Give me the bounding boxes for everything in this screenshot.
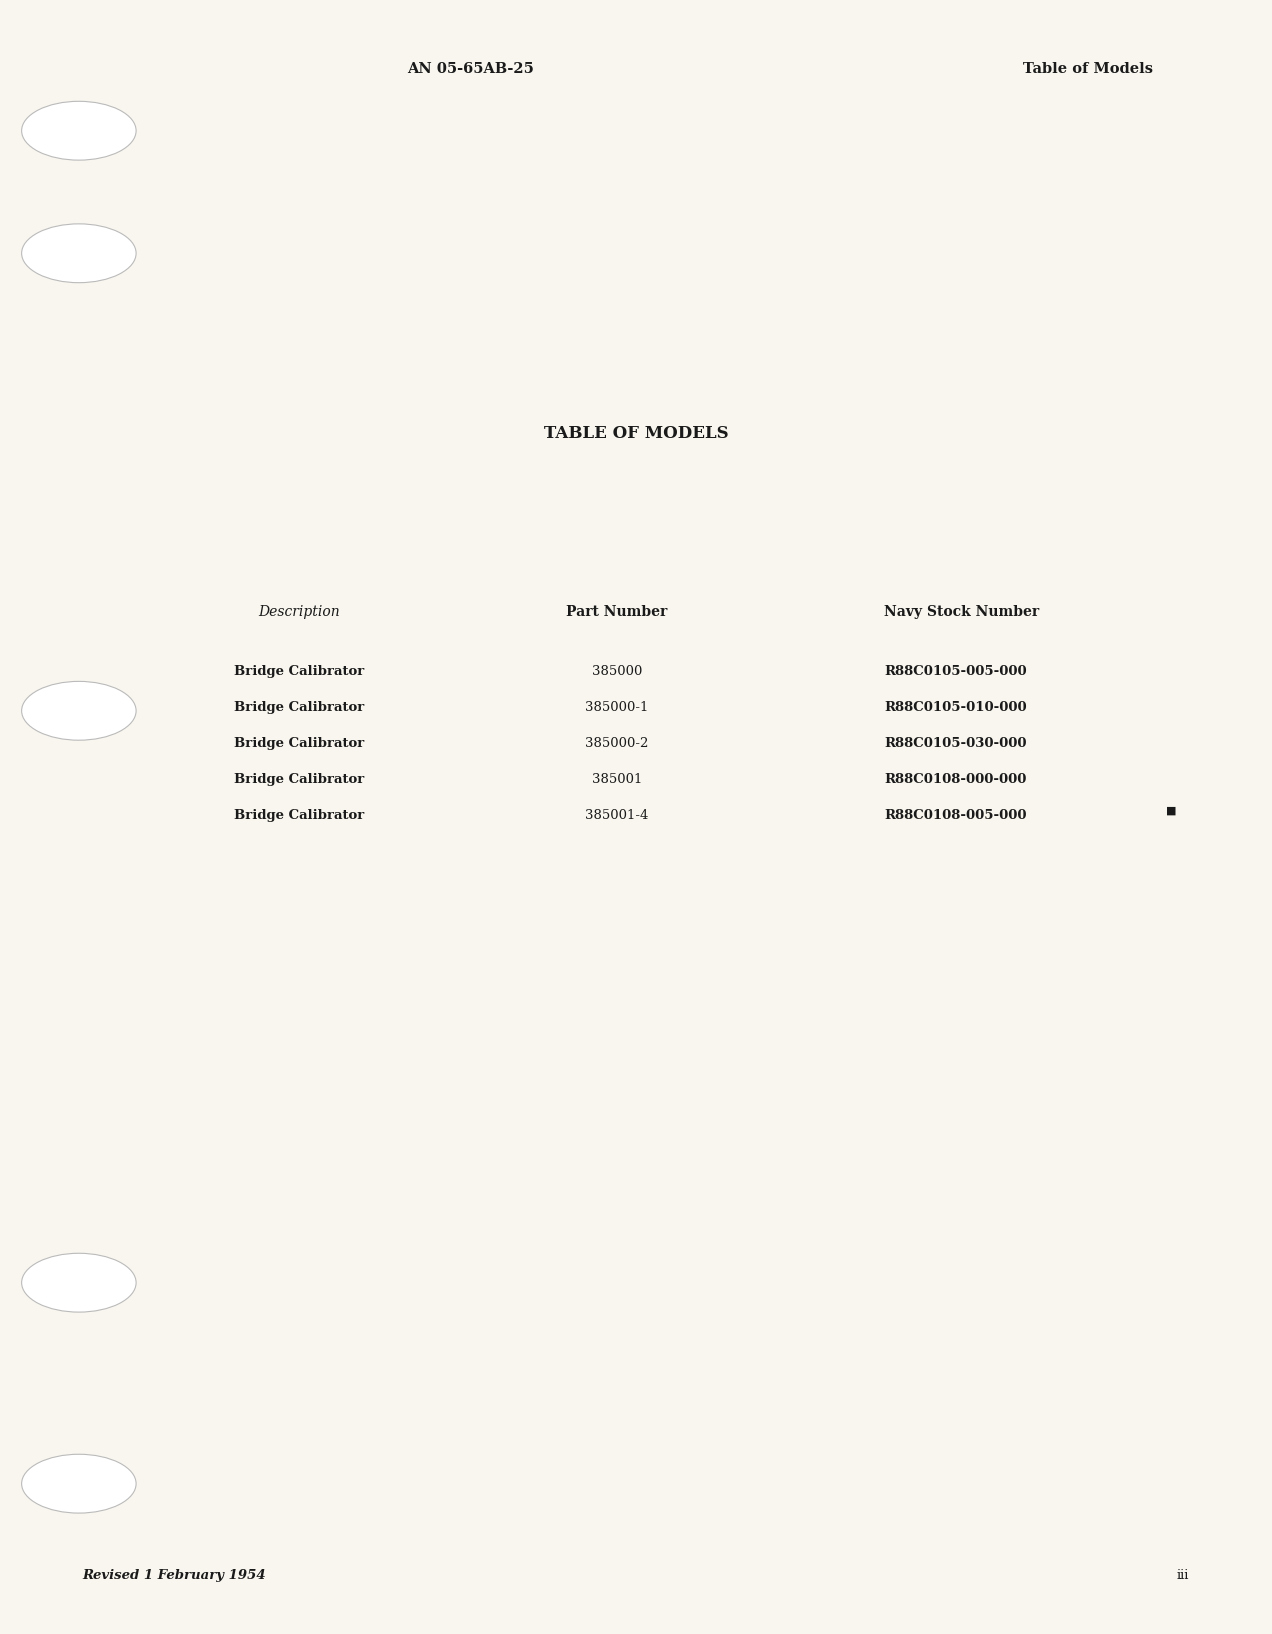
Text: R88C0108-005-000: R88C0108-005-000	[884, 809, 1027, 822]
Text: Bridge Calibrator: Bridge Calibrator	[234, 773, 364, 786]
Ellipse shape	[22, 1253, 136, 1312]
Text: R88C0105-010-000: R88C0105-010-000	[884, 701, 1027, 714]
Text: 385000: 385000	[591, 665, 642, 678]
Text: AN 05-65AB-25: AN 05-65AB-25	[407, 62, 534, 77]
Ellipse shape	[22, 224, 136, 283]
Text: Revised 1 February 1954: Revised 1 February 1954	[83, 1569, 266, 1582]
Text: Part Number: Part Number	[566, 605, 668, 619]
Text: 385000-1: 385000-1	[585, 701, 649, 714]
Text: Description: Description	[258, 605, 340, 619]
Text: 385000-2: 385000-2	[585, 737, 649, 750]
Text: Table of Models: Table of Models	[1023, 62, 1152, 77]
Text: R88C0105-030-000: R88C0105-030-000	[884, 737, 1027, 750]
Text: R88C0105-005-000: R88C0105-005-000	[884, 665, 1027, 678]
Text: 385001-4: 385001-4	[585, 809, 649, 822]
Text: Navy Stock Number: Navy Stock Number	[884, 605, 1039, 619]
Text: Bridge Calibrator: Bridge Calibrator	[234, 809, 364, 822]
Text: iii: iii	[1177, 1569, 1189, 1582]
Ellipse shape	[22, 681, 136, 740]
Text: R88C0108-000-000: R88C0108-000-000	[884, 773, 1027, 786]
Ellipse shape	[22, 1454, 136, 1513]
Text: ■: ■	[1166, 806, 1177, 815]
Ellipse shape	[22, 101, 136, 160]
Text: Bridge Calibrator: Bridge Calibrator	[234, 737, 364, 750]
Text: TABLE OF MODELS: TABLE OF MODELS	[543, 425, 729, 441]
Text: Bridge Calibrator: Bridge Calibrator	[234, 701, 364, 714]
Text: 385001: 385001	[591, 773, 642, 786]
Text: Bridge Calibrator: Bridge Calibrator	[234, 665, 364, 678]
